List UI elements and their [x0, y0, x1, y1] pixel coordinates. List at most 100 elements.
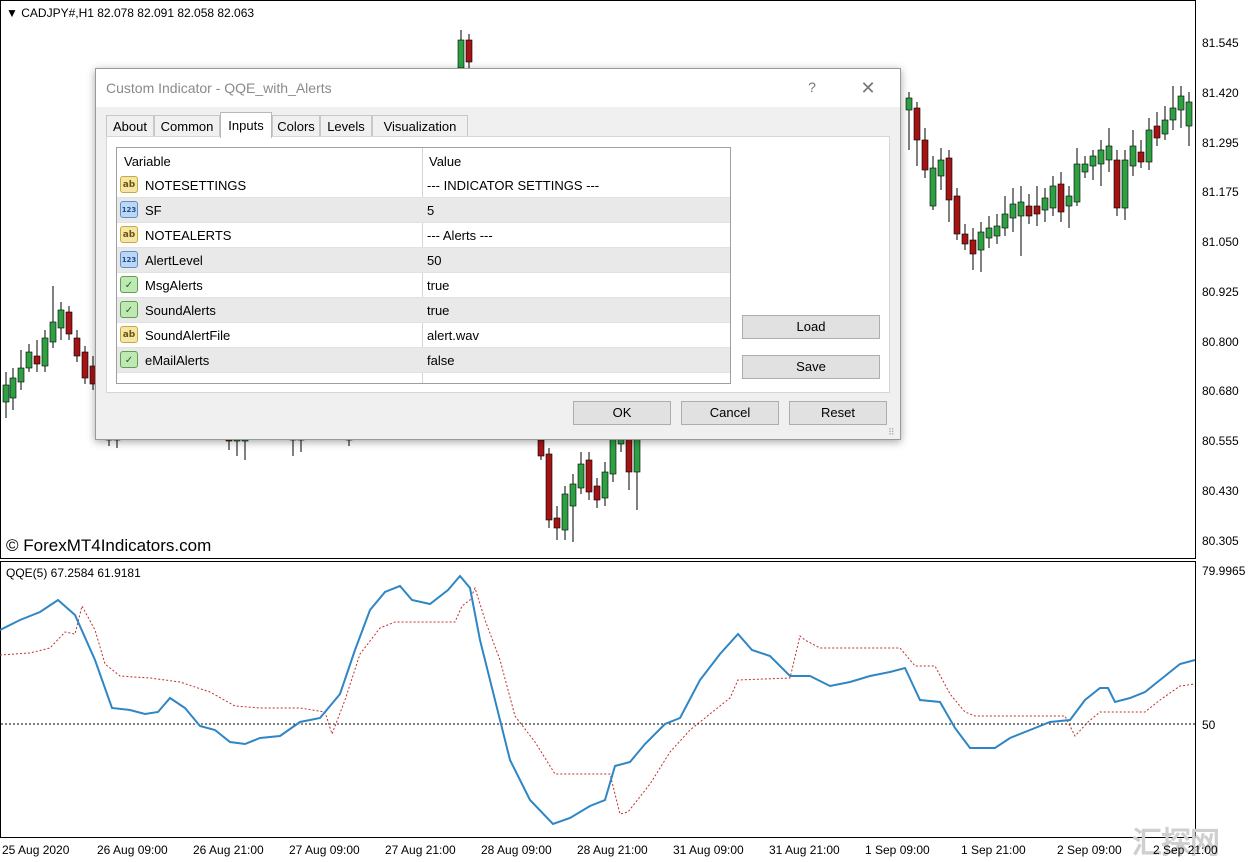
input-value[interactable]: true [427, 278, 450, 293]
column-header-value[interactable]: Value [429, 154, 462, 169]
indicator-window-frame [0, 561, 1196, 838]
integer-type-icon: 123 [120, 251, 138, 268]
bearish-candle [1025, 205, 1033, 217]
input-name: SF [145, 203, 162, 218]
grid-header: Variable Value [117, 148, 730, 172]
bullish-candle [9, 377, 17, 399]
price-axis-label: 80.925 [1202, 285, 1239, 299]
input-value[interactable]: false [427, 353, 455, 368]
ok-button[interactable]: OK [573, 401, 671, 425]
input-row[interactable]: ✓ MsgAlerts true [117, 273, 730, 298]
bullish-candle [1001, 213, 1009, 229]
tab-colors[interactable]: Colors [272, 115, 320, 137]
time-axis-label: 31 Aug 21:00 [769, 843, 840, 857]
input-value[interactable]: 50 [427, 253, 442, 268]
bearish-candle [921, 139, 929, 171]
bullish-candle [41, 337, 49, 367]
bullish-candle [17, 367, 25, 383]
column-header-variable[interactable]: Variable [124, 154, 171, 169]
bullish-candle [49, 321, 57, 343]
bullish-candle [1145, 129, 1153, 163]
qqe-signal-line [0, 586, 1196, 815]
input-name: NOTEALERTS [145, 228, 232, 243]
resize-grip-icon[interactable]: ⠿ [888, 427, 895, 437]
bullish-candle [1129, 145, 1137, 167]
tab-common[interactable]: Common [154, 115, 220, 137]
input-row[interactable]: ab NOTEALERTS --- Alerts --- [117, 223, 730, 248]
help-button[interactable]: ? [808, 79, 816, 95]
bullish-candle [1089, 155, 1097, 167]
price-axis-label: 80.305 [1202, 534, 1239, 548]
string-type-icon: ab [120, 176, 138, 193]
bearish-candle [545, 453, 553, 521]
bullish-candle [1081, 163, 1089, 173]
input-value[interactable]: --- Alerts --- [427, 228, 493, 243]
time-axis-label: 2 Sep 09:00 [1057, 843, 1122, 857]
bearish-candle [945, 157, 953, 201]
bullish-candle [2, 384, 10, 403]
bullish-candle [905, 97, 913, 111]
watermark: © ForexMT4Indicators.com [6, 536, 212, 555]
input-value[interactable]: 5 [427, 203, 435, 218]
input-name: MsgAlerts [145, 278, 203, 293]
bullish-candle [457, 39, 465, 69]
bullish-candle [1105, 145, 1113, 161]
bullish-candle [1049, 185, 1057, 209]
time-axis-label: 2 Sep 21:00 [1153, 843, 1218, 857]
bullish-candle [1161, 119, 1169, 135]
bearish-candle [553, 517, 561, 529]
time-axis-label: 31 Aug 09:00 [673, 843, 744, 857]
reset-button[interactable]: Reset [789, 401, 887, 425]
input-row[interactable]: ab SoundAlertFile alert.wav [117, 323, 730, 348]
bullish-candle [561, 493, 569, 531]
bearish-candle [33, 355, 41, 365]
input-value[interactable]: true [427, 303, 450, 318]
input-row[interactable]: ab NOTESETTINGS --- INDICATOR SETTINGS -… [117, 173, 730, 198]
indicator-header: QQE(5) 67.2584 61.9181 [6, 566, 141, 580]
bullish-candle [1017, 201, 1025, 217]
boolean-type-icon: ✓ [120, 351, 138, 368]
brand-logo: 汇探网 [1132, 826, 1220, 861]
time-axis-label: 27 Aug 09:00 [289, 843, 360, 857]
tab-levels[interactable]: Levels [320, 115, 372, 137]
boolean-type-icon: ✓ [120, 301, 138, 318]
inputs-grid[interactable]: Variable Value ab NOTESETTINGS --- INDIC… [116, 147, 731, 384]
input-row[interactable]: 123 SF 5 [117, 198, 730, 223]
dialog-titlebar[interactable]: Custom Indicator - QQE_with_Alerts ? ✕ [96, 69, 900, 107]
input-row[interactable]: ✓ eMailAlerts false [117, 348, 730, 373]
cancel-button[interactable]: Cancel [681, 401, 779, 425]
bullish-candle [1009, 203, 1017, 219]
string-type-icon: ab [120, 326, 138, 343]
load-button[interactable]: Load [742, 315, 880, 339]
input-name: eMailAlerts [145, 353, 210, 368]
close-icon[interactable]: ✕ [860, 78, 876, 98]
bullish-candle [985, 227, 993, 239]
indicator-axis-label: 79.9965 [1202, 564, 1246, 578]
bearish-candle [1113, 159, 1121, 209]
price-axis-label: 80.680 [1202, 384, 1239, 398]
bearish-candle [465, 39, 473, 63]
time-axis-label: 26 Aug 21:00 [193, 843, 264, 857]
bullish-candle [609, 435, 617, 475]
indicator-axis-label: 50 [1202, 718, 1216, 732]
input-row[interactable]: ✓ SoundAlerts true [117, 298, 730, 323]
tab-visualization[interactable]: Visualization [372, 115, 468, 137]
save-button[interactable]: Save [742, 355, 880, 379]
input-value[interactable]: alert.wav [427, 328, 480, 343]
symbol-quote-text: CADJPY#,H1 82.078 82.091 82.058 82.063 [21, 6, 255, 20]
bullish-candle [1177, 95, 1185, 111]
input-row[interactable]: 123 AlertLevel 50 [117, 248, 730, 273]
bearish-candle [65, 311, 73, 335]
bearish-candle [953, 195, 961, 235]
tab-about[interactable]: About [106, 115, 154, 137]
bullish-candle [929, 167, 937, 207]
bullish-candle [1185, 101, 1193, 127]
collapse-triangle-icon[interactable]: ▼ [6, 6, 18, 20]
input-value[interactable]: --- INDICATOR SETTINGS --- [427, 178, 600, 193]
bullish-candle [993, 225, 1001, 237]
bearish-candle [1153, 125, 1161, 139]
bullish-candle [601, 471, 609, 499]
bullish-candle [1073, 163, 1081, 203]
boolean-type-icon: ✓ [120, 276, 138, 293]
tab-inputs[interactable]: Inputs [220, 112, 272, 138]
